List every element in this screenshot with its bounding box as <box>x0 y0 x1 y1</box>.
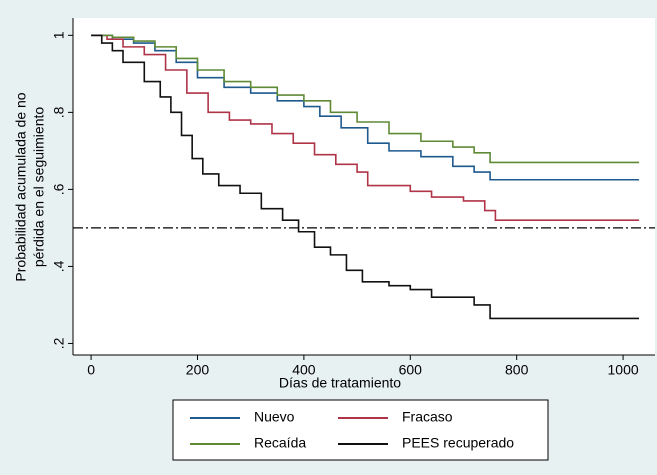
y-tick-label: 1 <box>51 31 67 39</box>
legend-label: Nuevo <box>254 409 295 425</box>
legend-box <box>172 399 549 461</box>
y-axis-title: Probabilidad acumulada de no <box>13 92 29 281</box>
x-tick-label: 600 <box>399 362 423 378</box>
legend-label: Recaída <box>254 435 306 451</box>
y-tick-label: .4 <box>51 260 67 272</box>
y-axis-title: pérdida en el seguimiento <box>31 107 47 268</box>
x-tick-label: 800 <box>505 362 529 378</box>
x-tick-label: 400 <box>292 362 316 378</box>
x-tick-label: 1000 <box>608 362 639 378</box>
y-tick-label: .8 <box>51 106 67 118</box>
x-tick-label: 0 <box>87 362 95 378</box>
legend-label: PEES recuperado <box>402 435 514 451</box>
survival-line <box>91 34 640 320</box>
survival-line <box>91 34 640 221</box>
survival-line <box>91 34 640 181</box>
survival-line <box>91 34 640 164</box>
y-tick-label: .6 <box>51 183 67 195</box>
plot-area <box>73 18 655 355</box>
x-axis-title: Días de tratamiento <box>279 375 401 391</box>
legend-label: Fracaso <box>402 409 453 425</box>
x-tick-label: 200 <box>186 362 210 378</box>
y-tick-label: .2 <box>51 337 67 349</box>
